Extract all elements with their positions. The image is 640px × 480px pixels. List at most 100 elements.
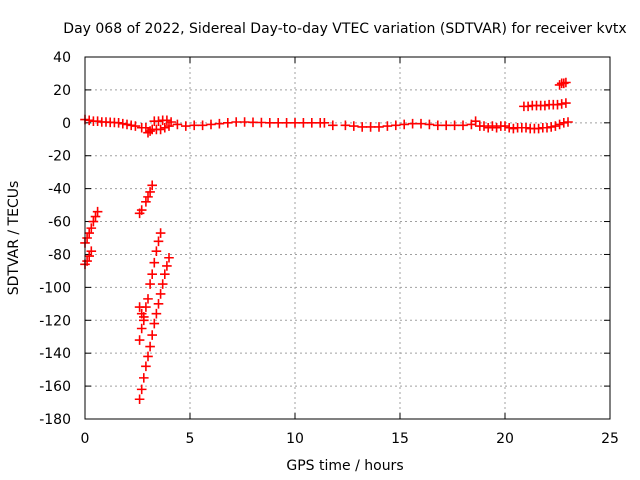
data-point-0-113 [136, 205, 147, 215]
data-point-0-144 [160, 269, 170, 279]
data-point-0-49 [357, 122, 367, 132]
x-axis-tick-labels: 0 5 10 15 20 25 [81, 431, 619, 447]
x-tick-label-5: 25 [601, 431, 619, 447]
y-tick-label-6: -60 [48, 215, 71, 231]
data-point-0-135 [141, 361, 151, 372]
data-point-0-48 [349, 121, 359, 131]
data-point-0-39 [273, 118, 283, 128]
x-axis-title: GPS time / hours [286, 458, 403, 474]
data-point-0-38 [265, 118, 275, 128]
y-axis-tick-labels: -180 -160 -140 -120 -100 -80 -60 -40 -20 0 20 40 [39, 50, 71, 428]
data-point-0-43 [307, 118, 317, 128]
data-point-0-61 [458, 120, 468, 131]
data-point-0-106 [90, 211, 101, 222]
data-point-0-84 [559, 118, 569, 128]
data-point-0-10 [122, 119, 132, 130]
data-point-0-94 [552, 99, 563, 110]
x-tick-label-1: 5 [186, 431, 195, 447]
data-point-0-75 [521, 122, 531, 133]
data-point-0-123 [145, 279, 155, 289]
plot-frame [84, 56, 611, 420]
data-point-0-137 [145, 341, 155, 352]
data-point-0-35 [239, 117, 250, 127]
data-point-0-85 [563, 117, 573, 127]
data-point-0-66 [483, 122, 493, 133]
data-point-0-60 [449, 120, 460, 131]
data-point-0-124 [147, 269, 157, 279]
data-point-0-129 [134, 302, 145, 312]
data-point-0-143 [157, 279, 168, 289]
data-point-0-11 [126, 120, 136, 131]
data-point-0-46 [328, 120, 338, 131]
chart-title: Day 068 of 2022, Sidereal Day-to-day VTE… [63, 21, 626, 37]
data-point-0-19 [160, 122, 170, 133]
data-point-0-139 [149, 318, 160, 329]
data-point-0-100 [561, 77, 571, 88]
data-point-0-110 [84, 251, 94, 261]
data-point-0-115 [143, 192, 153, 202]
data-point-0-114 [141, 197, 151, 207]
y-tick-label-9: 0 [62, 116, 71, 132]
x-tick-label-4: 20 [496, 431, 514, 447]
data-point-0-130 [136, 308, 147, 319]
data-point-0-128 [155, 228, 166, 238]
data-point-0-24 [162, 115, 172, 126]
data-point-0-63 [470, 116, 481, 126]
data-point-0-32 [214, 118, 225, 129]
data-point-0-87 [523, 101, 533, 112]
y-tick-label-10: 20 [53, 83, 71, 99]
data-point-0-133 [136, 384, 147, 395]
data-point-0-105 [88, 216, 99, 227]
data-point-0-57 [424, 119, 435, 130]
data-point-0-116 [145, 187, 155, 197]
data-point-0-145 [162, 261, 172, 271]
data-point-0-9 [118, 118, 128, 129]
data-point-0-109 [82, 256, 92, 266]
data-point-0-36 [248, 117, 258, 128]
data-point-0-55 [407, 118, 418, 129]
data-point-0-3 [92, 116, 103, 126]
data-point-0-34 [231, 117, 241, 127]
y-axis-title: SDTVAR / TECUs [6, 181, 22, 296]
data-point-0-52 [382, 121, 393, 131]
data-point-0-107 [92, 206, 103, 217]
data-points [80, 77, 573, 405]
data-point-0-25 [166, 117, 176, 127]
data-point-0-80 [542, 122, 552, 133]
y-tick-label-5: -80 [48, 247, 71, 263]
data-point-0-28 [181, 121, 191, 131]
data-point-0-70 [500, 121, 510, 131]
data-point-0-111 [86, 246, 97, 256]
data-point-0-12 [130, 121, 141, 131]
data-point-0-142 [155, 289, 166, 299]
data-point-0-102 [82, 233, 92, 243]
data-point-0-82 [550, 121, 561, 131]
data-point-0-65 [479, 121, 489, 131]
x-tick-label-2: 10 [286, 431, 304, 447]
data-point-0-40 [281, 118, 292, 128]
data-point-0-131 [139, 315, 149, 326]
y-tick-label-11: 40 [53, 50, 71, 66]
data-point-0-127 [153, 236, 164, 247]
data-point-0-146 [164, 252, 174, 263]
data-point-0-117 [147, 180, 157, 191]
data-point-0-33 [223, 118, 233, 128]
data-point-0-18 [155, 124, 166, 135]
data-point-0-30 [197, 120, 208, 131]
data-point-0-26 [172, 119, 183, 130]
data-point-0-118 [134, 335, 145, 345]
data-point-0-134 [139, 373, 149, 383]
data-point-0-136 [143, 351, 153, 362]
data-point-0-141 [153, 299, 164, 309]
data-point-0-71 [504, 122, 514, 133]
y-tick-label-8: -20 [48, 149, 71, 165]
data-point-0-125 [149, 257, 160, 268]
data-point-0-41 [290, 118, 300, 128]
y-tick-label-3: -120 [39, 313, 71, 329]
grid-lines [85, 57, 610, 419]
data-point-0-47 [340, 120, 351, 131]
data-point-0-72 [508, 123, 519, 134]
data-point-0-56 [416, 118, 426, 129]
y-tick-label-4: -100 [39, 280, 71, 296]
